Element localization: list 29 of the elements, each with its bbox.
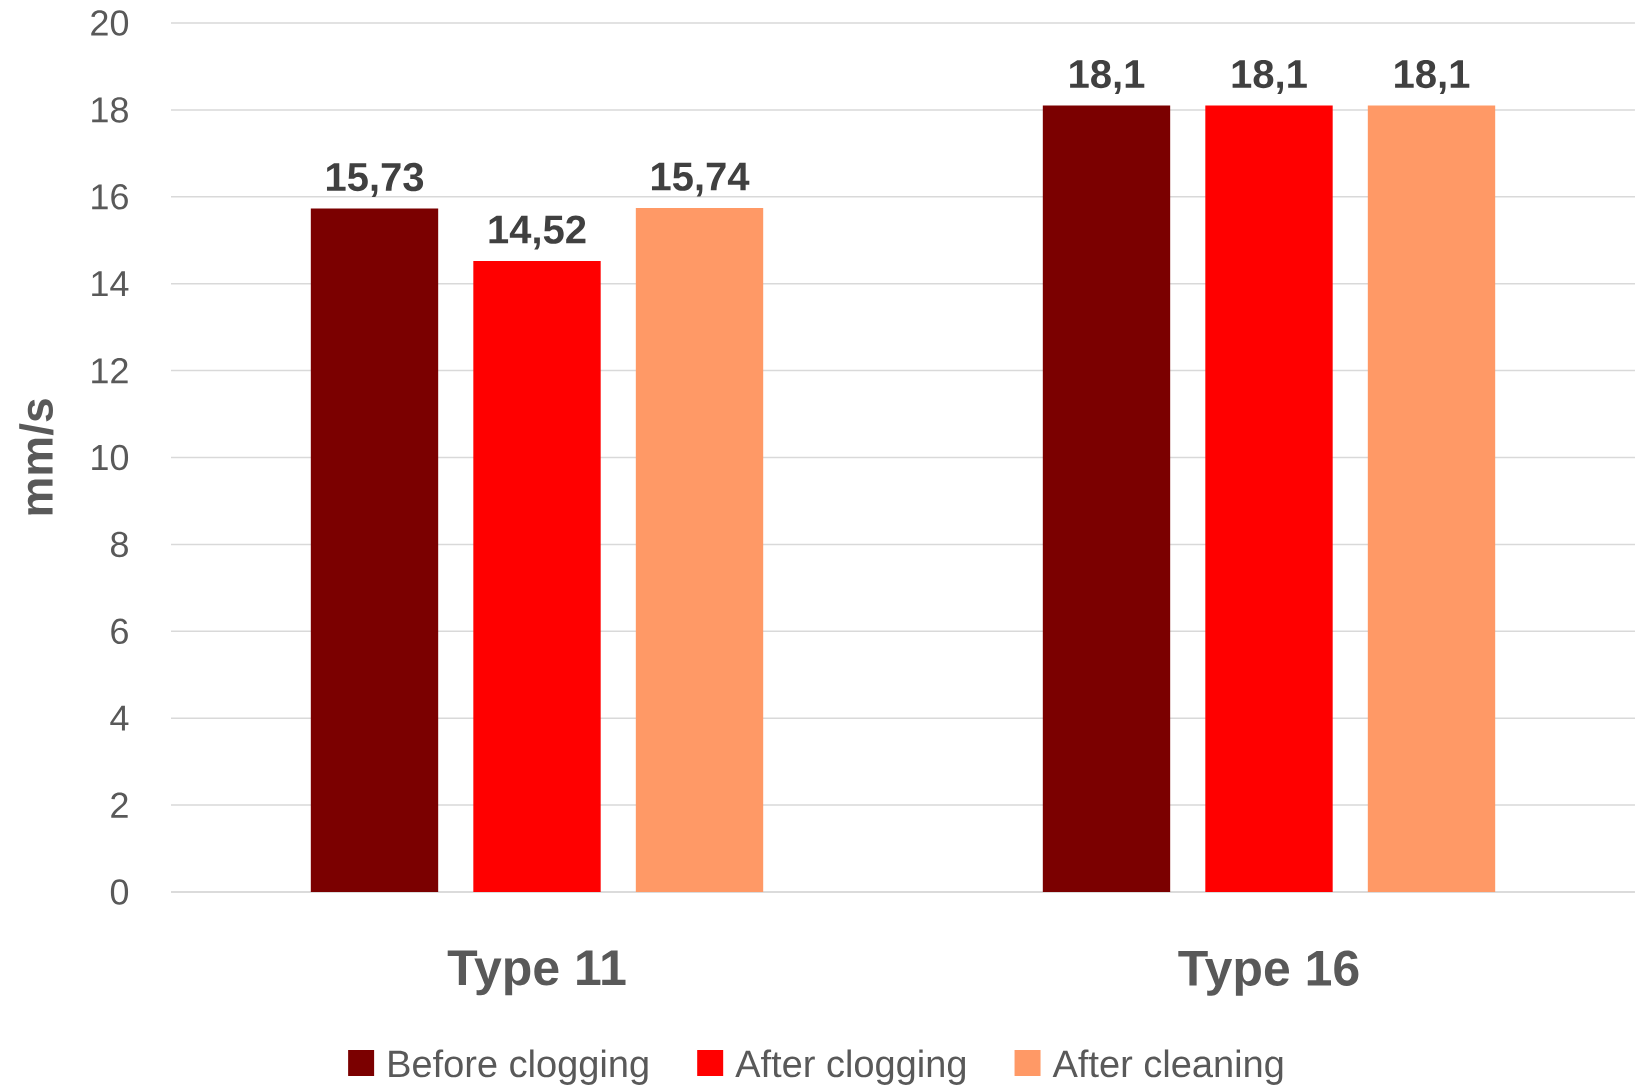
data-label: 18,1 <box>1070 59 1145 95</box>
y-axis-title: mm/s <box>19 399 54 515</box>
bar <box>1205 105 1333 892</box>
bar <box>1367 105 1496 892</box>
data-label: 15,74 <box>651 162 750 197</box>
bar <box>473 261 601 892</box>
bar <box>1042 105 1171 892</box>
y-tick-label: 0 <box>110 879 129 905</box>
y-tick-label: 10 <box>92 444 129 471</box>
x-tick-label: Type 11 <box>447 950 626 996</box>
data-label: 18,1 <box>1232 59 1307 95</box>
y-tick-label: 16 <box>92 184 128 210</box>
x-tick-label: Type 16 <box>1178 950 1359 996</box>
y-tick-label: 14 <box>92 271 129 297</box>
legend-label: Before clogging <box>389 1049 648 1085</box>
y-tick-label: 2 <box>111 792 128 818</box>
y-tick-label: 4 <box>110 705 129 731</box>
y-tick-label: 12 <box>92 358 128 384</box>
y-tick-label: 18 <box>92 97 128 123</box>
y-tick-label: 20 <box>91 10 129 36</box>
y-tick-label: 6 <box>111 618 128 645</box>
data-label: 14,52 <box>489 215 586 250</box>
legend-label: After cleaning <box>1052 1049 1283 1085</box>
y-tick-label: 8 <box>111 531 128 558</box>
data-label: 15,73 <box>326 162 424 197</box>
bar <box>635 208 764 892</box>
data-label: 18,1 <box>1395 59 1470 95</box>
bar <box>310 208 439 892</box>
legend-label: After clogging <box>735 1049 966 1085</box>
